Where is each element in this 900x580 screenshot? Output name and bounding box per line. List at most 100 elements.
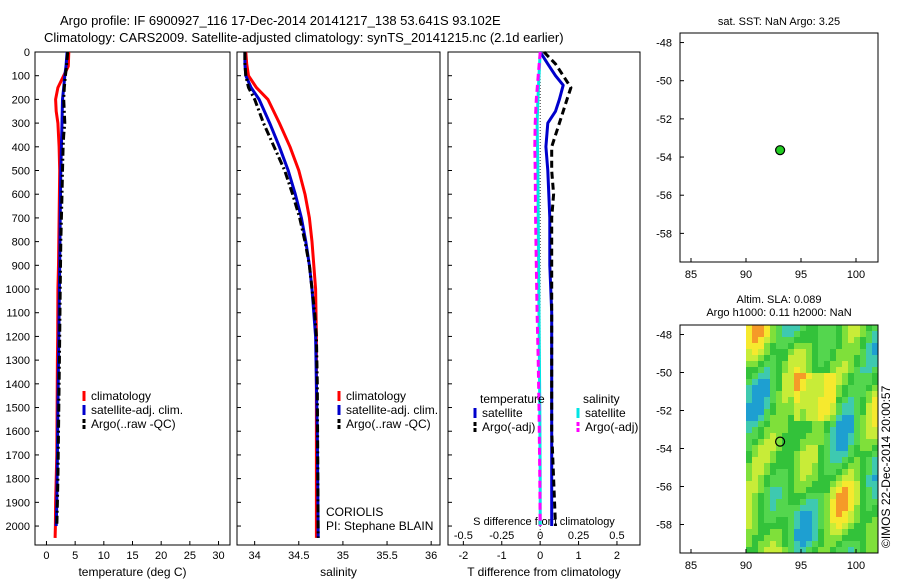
difference-top-tick-label: 0.5	[609, 530, 624, 542]
difference-top-tick-label: -0.5	[454, 530, 473, 542]
temperature-ytick-label: 1700	[6, 450, 30, 462]
difference-legend-label: satellite	[482, 406, 523, 420]
difference-legend-title-salinity: salinity	[583, 392, 620, 406]
temperature-ytick-label: 1400	[6, 379, 30, 391]
temperature-xtick-label: 5	[72, 550, 78, 562]
sst_map-xtick-label: 85	[685, 269, 697, 281]
temperature-xtick-label: 30	[212, 550, 224, 562]
temperature-series-2	[55, 51, 70, 527]
sst_map-ytick-label: -56	[656, 190, 672, 202]
temperature-ytick-label: 1500	[6, 403, 30, 415]
difference-legend-label: Argo(-adj)	[585, 420, 638, 434]
sla_map-ytick-label: -52	[656, 406, 672, 418]
temperature-xtick-label: 15	[126, 550, 138, 562]
difference-plot-frame	[447, 51, 641, 546]
sla_map-ytick-label: -56	[656, 482, 672, 494]
difference-top-tick-label: -0.25	[489, 530, 514, 542]
temperature-ytick-label: 2000	[6, 521, 30, 533]
sst_map-ytick-label: -58	[656, 228, 672, 240]
salinity-annotation: CORIOLIS	[326, 505, 383, 519]
temperature-ytick-label: 100	[12, 71, 30, 83]
sla_map-ytick-label: -58	[656, 520, 672, 532]
temperature-plot-frame	[34, 51, 231, 546]
temperature-ytick-label: 200	[12, 94, 30, 106]
temperature-ytick-label: 800	[12, 237, 30, 249]
difference-top-tick-label: 0	[537, 530, 543, 542]
sst-map-title: sat. SST: NaN Argo: 3.25	[718, 16, 840, 28]
difference-xtick-label: 0	[537, 550, 543, 562]
temperature-ytick-label: 900	[12, 260, 30, 272]
difference-xlabel: T difference from climatology	[467, 565, 621, 579]
sst_map-ytick-label: -48	[656, 38, 672, 50]
difference-xtick-label: -2	[458, 550, 468, 562]
sla_map-argo-point	[774, 436, 786, 447]
sla_map-ytick-label: -48	[656, 330, 672, 342]
temperature-ytick-label: 1100	[6, 308, 30, 320]
sla_map-xtick-label: 100	[847, 560, 865, 572]
figure-title-line2: Climatology: CARS2009. Satellite-adjuste…	[44, 30, 564, 45]
sla-map-title: Altim. SLA: 0.089	[737, 294, 822, 306]
temperature-ytick-label: 1200	[6, 331, 30, 343]
temperature-ytick-label: 1300	[6, 355, 30, 367]
temperature-ytick-label: 300	[12, 118, 30, 130]
sst_map-xtick-label: 95	[795, 269, 807, 281]
sla_map-xtick-label: 85	[685, 560, 697, 572]
temperature-ytick-label: 1600	[6, 426, 30, 438]
salinity-legend-label: Argo(..raw -QC)	[346, 417, 431, 431]
salinity-xtick-label: 35	[337, 550, 349, 562]
temperature-legend-label: satellite-adj. clim.	[91, 403, 183, 417]
difference-legend-label: Argo(-adj)	[482, 420, 535, 434]
salinity-annotation: PI: Stephane BLAIN	[326, 519, 433, 533]
difference-xtick-label: 2	[614, 550, 620, 562]
salinity-xtick-label: 34.5	[288, 550, 309, 562]
temperature-xtick-label: 20	[155, 550, 167, 562]
sla_map-xtick-label: 95	[795, 560, 807, 572]
difference-top-tick-label: 0.25	[568, 530, 589, 542]
temperature-xtick-label: 0	[43, 550, 49, 562]
difference-xtick-label: 1	[575, 550, 581, 562]
sst_map-argo-point	[774, 145, 786, 156]
temperature-ytick-label: 400	[12, 142, 30, 154]
salinity-xtick-label: 36	[425, 550, 437, 562]
sst_map-ytick-label: -52	[656, 114, 672, 126]
temperature-ytick-label: 600	[12, 189, 30, 201]
salinity-xlabel: salinity	[320, 565, 357, 579]
sla_map-xtick-label: 90	[740, 560, 752, 572]
salinity-series-2	[243, 52, 320, 538]
difference-legend-label: satellite	[585, 406, 626, 420]
temperature-ytick-label: 1900	[6, 497, 30, 509]
sst_map-xtick-label: 100	[847, 269, 865, 281]
salinity-plot-frame	[236, 51, 441, 546]
temperature-ytick-label: 500	[12, 166, 30, 178]
difference-xtick-label: -1	[497, 550, 507, 562]
temperature-ytick-label: 700	[12, 213, 30, 225]
difference-legend-title-temperature: temperature	[480, 392, 545, 406]
difference-series-3	[533, 51, 542, 527]
sla_map-frame	[679, 324, 879, 554]
temperature-ytick-label: 1000	[6, 284, 30, 296]
difference-series-0	[538, 51, 565, 526]
salinity-legend-label: climatology	[346, 389, 406, 403]
sst_map-frame	[679, 32, 879, 263]
figure-title-line1: Argo profile: IF 6900927_116 17-Dec-2014…	[60, 13, 501, 28]
salinity-series-1	[243, 52, 320, 538]
temperature-ytick-label: 0	[24, 47, 30, 59]
difference-series-1	[542, 50, 573, 527]
sla_map-ytick-label: -50	[656, 368, 672, 380]
salinity-xtick-label: 35.5	[376, 550, 397, 562]
sst_map-ytick-label: -54	[656, 152, 672, 164]
temperature-xlabel: temperature (deg C)	[78, 565, 186, 579]
temperature-legend-label: climatology	[91, 389, 151, 403]
salinity-legend-label: satellite-adj. clim.	[346, 403, 438, 417]
sla_map-ytick-label: -54	[656, 444, 672, 456]
salinity-xtick-label: 34	[249, 550, 261, 562]
sla-heatmap-field	[746, 325, 878, 553]
sla-map-subtitle: Argo h1000: 0.11 h2000: NaN	[706, 307, 851, 319]
imos-timestamp: ©IMOS 22-Dec-2014 20:00:57	[879, 385, 893, 548]
sst_map-xtick-label: 90	[740, 269, 752, 281]
temperature-legend-label: Argo(..raw -QC)	[91, 417, 176, 431]
temperature-xtick-label: 25	[184, 550, 196, 562]
salinity-series-0	[244, 51, 318, 538]
difference-top-xlabel: S difference from climatology	[473, 516, 615, 528]
